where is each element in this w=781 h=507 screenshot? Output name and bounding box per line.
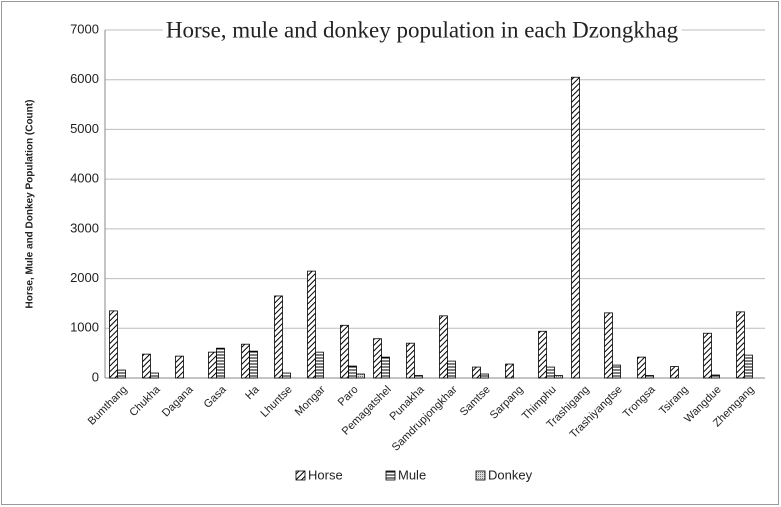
- legend-swatch: [295, 470, 306, 481]
- legend-label: Horse: [308, 467, 343, 482]
- bar: [373, 338, 382, 379]
- bar: [282, 372, 291, 379]
- bar: [142, 353, 151, 379]
- bar: [703, 332, 712, 379]
- bar: [340, 324, 349, 379]
- legend-label: Mule: [398, 467, 426, 482]
- bar: [381, 356, 390, 379]
- bar: [315, 351, 324, 379]
- legend-swatch: [475, 470, 486, 481]
- bar: [645, 375, 654, 379]
- bar: [711, 374, 720, 379]
- bar: [109, 310, 118, 379]
- bar: [472, 366, 481, 379]
- bar: [670, 366, 679, 379]
- bar: [736, 311, 745, 379]
- bar: [406, 342, 415, 379]
- bar: [241, 343, 250, 379]
- bar: [571, 76, 580, 379]
- bar: [208, 351, 217, 379]
- bar: [307, 270, 316, 379]
- bar: [505, 363, 514, 379]
- y-tick-label: 1000: [70, 320, 99, 335]
- bar: [150, 372, 159, 379]
- y-tick-label: 4000: [70, 171, 99, 186]
- bar: [414, 375, 423, 379]
- bar: [538, 330, 547, 379]
- bar: [546, 366, 555, 379]
- bar: [216, 347, 225, 379]
- y-tick-label: 7000: [70, 21, 99, 36]
- bar: [612, 364, 621, 379]
- y-axis-label: Horse, Mule and Donkey Population (Count…: [25, 100, 36, 309]
- bar: [356, 373, 365, 379]
- y-tick-label: 3000: [70, 220, 99, 235]
- bar: [554, 375, 563, 379]
- bar: [744, 354, 753, 379]
- title-background: [162, 17, 682, 43]
- y-tick-label: 2000: [70, 270, 99, 285]
- chart-title: Horse, mule and donkey population in eac…: [166, 17, 679, 42]
- legend-label: Donkey: [488, 467, 533, 482]
- bar: [447, 360, 456, 379]
- bar: [637, 356, 646, 379]
- bar: [175, 355, 184, 379]
- bar: [274, 295, 283, 379]
- bar: [439, 315, 448, 379]
- bar: [604, 312, 613, 379]
- y-tick-label: 6000: [70, 71, 99, 86]
- bar: [480, 373, 489, 379]
- bar: [117, 369, 126, 379]
- y-tick-label: 0: [92, 369, 99, 384]
- legend-swatch: [385, 470, 396, 481]
- y-tick-label: 5000: [70, 121, 99, 136]
- bar: [348, 365, 357, 379]
- bar: [249, 350, 258, 379]
